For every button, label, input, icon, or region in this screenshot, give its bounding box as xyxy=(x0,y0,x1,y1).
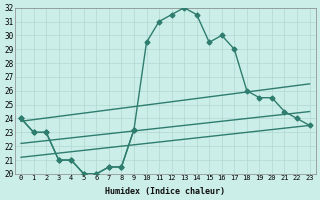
X-axis label: Humidex (Indice chaleur): Humidex (Indice chaleur) xyxy=(105,187,225,196)
